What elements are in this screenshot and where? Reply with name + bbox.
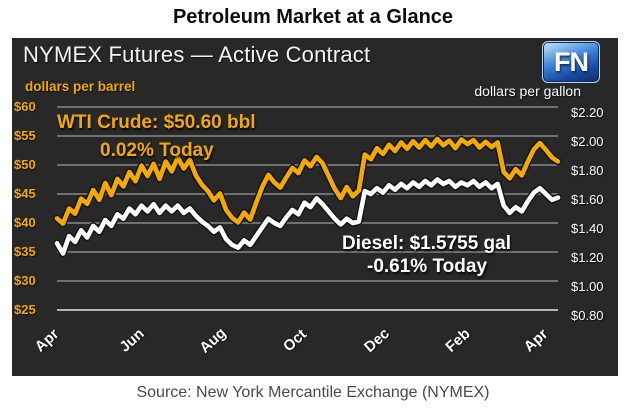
y-axis-label-right: $1.60	[571, 192, 604, 207]
y-axis-label-left: $40	[14, 215, 36, 230]
fn-logo: FN	[542, 41, 600, 83]
chart-plot-area	[53, 106, 562, 311]
diesel-annotation-price: Diesel: $1.5755 gal	[342, 233, 511, 254]
y-axis-label-right: $1.00	[571, 279, 604, 294]
series-line-wti-crude	[54, 136, 561, 226]
left-axis-caption: dollars per barrel	[25, 79, 136, 94]
chart-panel: NYMEX Futures — Active Contract FN dolla…	[12, 38, 618, 376]
wti-annotation-price: WTI Crude: $50.60 bbl	[57, 112, 256, 133]
source-attribution: Source: New York Mercantile Exchange (NY…	[136, 384, 490, 401]
fn-logo-text: FN	[554, 46, 589, 77]
y-axis-label-right: $1.80	[571, 163, 604, 178]
y-axis-label-left: $50	[14, 157, 36, 172]
y-axis-label-left: $35	[14, 244, 36, 259]
y-axis-label-left: $25	[14, 302, 36, 317]
y-axis-label-left: $45	[14, 186, 36, 201]
y-axis-label-right: $1.20	[571, 250, 604, 265]
y-axis-label-right: $0.80	[571, 308, 604, 323]
diesel-annotation-change: -0.61% Today	[367, 256, 488, 277]
y-axis-label-right: $2.00	[571, 134, 604, 149]
page-title: Petroleum Market at a Glance	[172, 6, 454, 28]
series-line-diesel	[54, 177, 561, 256]
y-axis-label-left: $60	[14, 99, 36, 114]
right-axis-caption: dollars per gallon	[474, 83, 581, 99]
panel-header-title: NYMEX Futures — Active Contract	[23, 42, 371, 67]
y-axis-label-left: $30	[14, 273, 36, 288]
y-axis-label-right: $1.40	[571, 221, 604, 236]
y-axis-label-right: $2.20	[571, 105, 604, 120]
y-axis-label-left: $55	[14, 128, 36, 143]
wti-annotation-change: 0.02% Today	[100, 140, 214, 161]
